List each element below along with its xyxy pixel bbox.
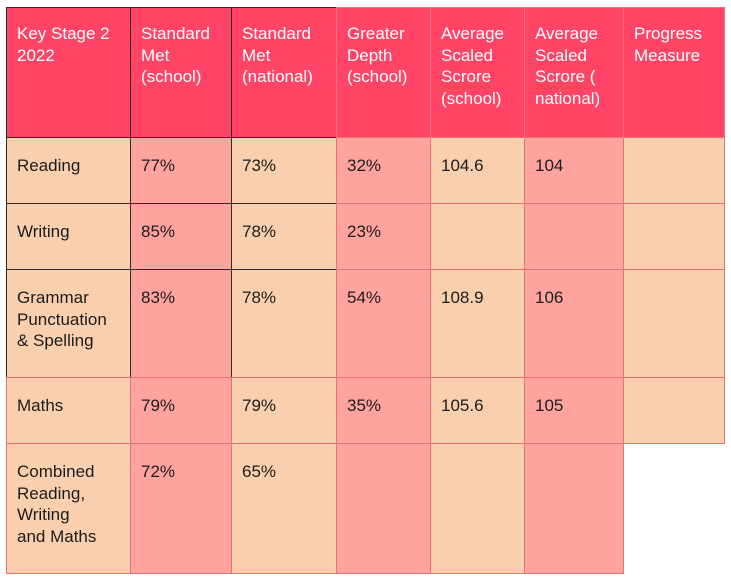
grammar-standard-met-school: 83%	[130, 269, 232, 378]
row-label-combined: Combined Reading, Writing and Maths	[6, 443, 131, 574]
combined-average-scaled-school	[430, 443, 525, 574]
header-standard-met-school: Standard Met (school)	[130, 7, 232, 138]
reading-progress-measure	[623, 137, 725, 204]
header-key-stage: Key Stage 2 2022	[6, 7, 131, 138]
maths-average-scaled-school: 105.6	[430, 377, 525, 444]
writing-standard-met-national: 78%	[231, 203, 337, 270]
writing-greater-depth-school: 23%	[336, 203, 431, 270]
maths-greater-depth-school: 35%	[336, 377, 431, 444]
header-standard-met-national: Standard Met (national)	[231, 7, 337, 138]
maths-progress-measure	[623, 377, 725, 444]
row-label-grammar: Grammar Punctuation & Spelling	[6, 269, 131, 378]
grammar-average-scaled-school: 108.9	[430, 269, 525, 378]
maths-average-scaled-national: 105	[524, 377, 624, 444]
header-progress-measure: Progress Measure	[623, 7, 725, 138]
misspelled-word: Scrore	[441, 67, 492, 86]
grammar-greater-depth-school: 54%	[336, 269, 431, 378]
misspelled-word: Scrore	[535, 67, 586, 86]
grammar-progress-measure	[623, 269, 725, 378]
writing-average-scaled-school	[430, 203, 525, 270]
reading-standard-met-national: 73%	[231, 137, 337, 204]
combined-average-scaled-national	[524, 443, 624, 574]
reading-standard-met-school: 77%	[130, 137, 232, 204]
writing-average-scaled-national	[524, 203, 624, 270]
header-average-scaled-score-national: Average Scaled Scrore ( national)	[524, 7, 624, 138]
header-greater-depth-school: Greater Depth (school)	[336, 7, 431, 138]
row-label-maths: Maths	[6, 377, 131, 444]
reading-greater-depth-school: 32%	[336, 137, 431, 204]
grammar-standard-met-national: 78%	[231, 269, 337, 378]
maths-standard-met-national: 79%	[231, 377, 337, 444]
row-label-reading: Reading	[6, 137, 131, 204]
reading-average-scaled-national: 104	[524, 137, 624, 204]
writing-progress-measure	[623, 203, 725, 270]
combined-greater-depth-school	[336, 443, 431, 574]
row-label-writing: Writing	[6, 203, 131, 270]
grammar-average-scaled-national: 106	[524, 269, 624, 378]
writing-standard-met-school: 85%	[130, 203, 232, 270]
combined-standard-met-national: 65%	[231, 443, 337, 574]
header-average-scaled-score-school: Average Scaled Scrore (school)	[430, 7, 525, 138]
maths-standard-met-school: 79%	[130, 377, 232, 444]
reading-average-scaled-school: 104.6	[430, 137, 525, 204]
combined-standard-met-school: 72%	[130, 443, 232, 574]
